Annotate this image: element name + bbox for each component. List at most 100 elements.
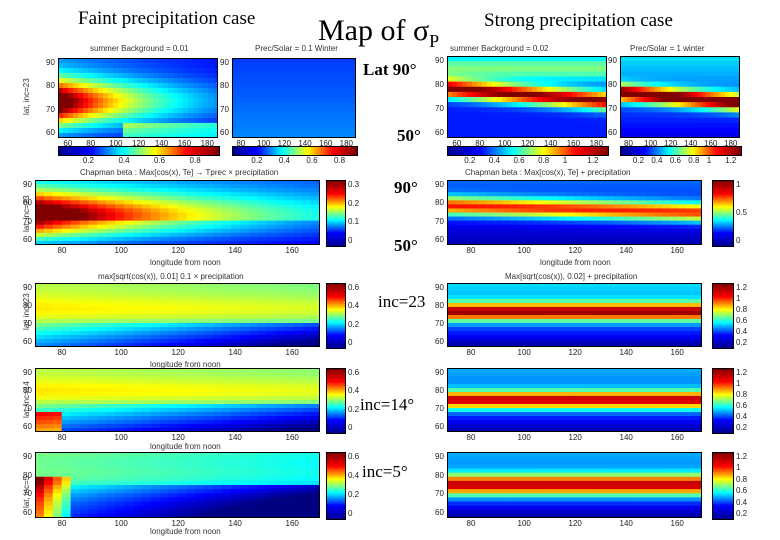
heatmap-cell (259, 78, 264, 84)
heatmap-cell (52, 408, 63, 413)
heatmap-cell (486, 299, 496, 304)
heatmap-cell (168, 380, 179, 385)
heatmap-cell (462, 132, 468, 138)
heatmap-cell (143, 113, 149, 119)
heatmap-cell (336, 113, 342, 119)
heatmap-cell (470, 388, 480, 393)
heatmap-cell (293, 388, 303, 393)
heatmap-cell (61, 236, 72, 242)
heatmap-cell (321, 68, 326, 74)
heatmap-cell (195, 232, 205, 238)
heatmap-cell (270, 63, 276, 69)
heatmap-cell (614, 196, 623, 201)
heatmap-cell (662, 327, 671, 332)
heatmap-cell (665, 122, 670, 129)
heatmap-cell (232, 93, 237, 99)
heatmap-cell (195, 420, 205, 425)
heatmap-cell (43, 204, 54, 210)
heatmap-cell (582, 81, 588, 88)
heatmap-cell (646, 117, 651, 124)
heatmap-cell (598, 291, 607, 296)
heatmap-cell (239, 83, 245, 89)
heatmap-cell (275, 204, 285, 210)
heatmap-cell (317, 98, 322, 104)
heatmap-cell (550, 295, 560, 300)
heatmap-cell (557, 66, 563, 72)
heatmap-cell (566, 228, 576, 234)
heatmap-cell (266, 180, 277, 185)
heatmap-cell (275, 224, 285, 230)
heatmap-cell (257, 299, 268, 304)
heatmap-cell (168, 396, 179, 401)
heatmap-cell (562, 66, 568, 72)
xlabel-r4: longitude from noon (150, 442, 221, 451)
heatmap-cell (317, 73, 322, 79)
heatmap-cell (478, 428, 488, 432)
heatmap-cell (472, 112, 478, 119)
heatmap-cell (646, 200, 655, 205)
heatmap-cell (713, 132, 719, 138)
heatmap-cell (230, 291, 241, 296)
heatmap-cell (336, 128, 342, 134)
heatmap-cell (35, 323, 45, 328)
heatmap-cell (115, 184, 125, 189)
heatmap-cell (534, 212, 544, 218)
heatmap-cell (177, 208, 188, 214)
heatmap-cell (622, 291, 631, 296)
heatmap-cell (447, 299, 456, 304)
heatmap-cell (517, 112, 523, 119)
heatmap-cell (736, 61, 740, 67)
heatmap-cell (328, 128, 334, 134)
heatmap-cell (477, 66, 483, 72)
heatmap-cell (502, 400, 512, 405)
heatmap-cell (278, 73, 283, 79)
heatmap-cell (79, 188, 90, 193)
heatmap-cell (517, 76, 523, 83)
heatmap-cell (58, 63, 64, 69)
heatmap-cell (550, 291, 560, 296)
heatmap-cell (687, 117, 692, 124)
heatmap-cell (141, 240, 152, 245)
heatmap-cell (447, 122, 453, 129)
heatmap-cell (106, 192, 116, 197)
heatmap-cell (230, 228, 241, 234)
heatmap-cell (159, 208, 170, 214)
heatmap-cell (542, 327, 552, 332)
heatmap-cell (168, 287, 179, 292)
heatmap-cell (278, 83, 283, 89)
heatmap-cell (470, 327, 480, 332)
heatmap-cell (635, 56, 640, 62)
heatmap-cell (243, 103, 249, 109)
heatmap-cell (542, 380, 552, 385)
heatmap-cell (309, 108, 314, 114)
heatmap-cell (293, 311, 303, 316)
heatmap-cell (88, 212, 98, 218)
heatmap-cell (275, 335, 285, 340)
heatmap-cell (487, 112, 493, 119)
heatmap-cell (522, 117, 528, 124)
heatmap-cell (510, 392, 520, 397)
heatmap-cell (454, 283, 464, 288)
heatmap-cell (124, 327, 134, 332)
heatmap-cell (537, 102, 543, 108)
heatmap-cell (247, 78, 252, 84)
heatmap-cell (302, 416, 312, 421)
heatmap-cell (590, 392, 600, 397)
heatmap-cell (311, 184, 320, 189)
heatmap-cell (43, 424, 54, 429)
heatmap-cell (70, 319, 81, 324)
heatmap-cell (510, 323, 520, 328)
heatmap-cell (270, 103, 276, 109)
heatmap-cell (113, 83, 119, 89)
heatmap-cell (78, 78, 84, 84)
heatmap-cell (627, 91, 632, 98)
heatmap-cell (574, 295, 584, 300)
heatmap-cell (293, 384, 303, 389)
heatmap-cell (290, 113, 295, 119)
heatmap-cell (487, 76, 493, 83)
heatmap-cell (597, 71, 603, 78)
heatmap-cell (725, 86, 730, 93)
heatmap-cell (642, 86, 647, 93)
heatmap-cell (502, 299, 512, 304)
heatmap-cell (88, 408, 98, 413)
